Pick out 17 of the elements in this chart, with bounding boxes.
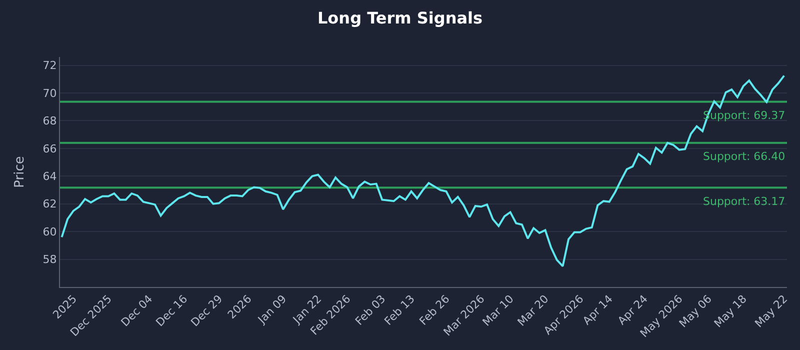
y-tick-label: 60 — [42, 225, 57, 238]
y-tick-label: 64 — [42, 170, 57, 184]
y-tick-label: 68 — [42, 114, 57, 128]
y-axis-title: Price — [12, 156, 28, 188]
line-series — [60, 74, 786, 268]
chart-title: Long Term Signals — [317, 8, 483, 28]
x-tick-label: Dec 29 — [188, 292, 226, 330]
y-tick-label: 72 — [42, 59, 57, 72]
y-tick-label: 70 — [42, 86, 57, 100]
ref-line-label: Support: 66.40 — [703, 150, 786, 163]
x-tick-label: Dec 04 — [118, 292, 156, 330]
x-tick-label: Jan 09 — [254, 292, 290, 327]
x-tick-label: Dec 16 — [153, 292, 190, 330]
y-tick-label: 58 — [42, 253, 57, 266]
y-tick-label: 62 — [42, 198, 57, 211]
y-tick-label: 66 — [42, 142, 57, 156]
ref-line-label: Support: 63.17 — [703, 195, 786, 208]
